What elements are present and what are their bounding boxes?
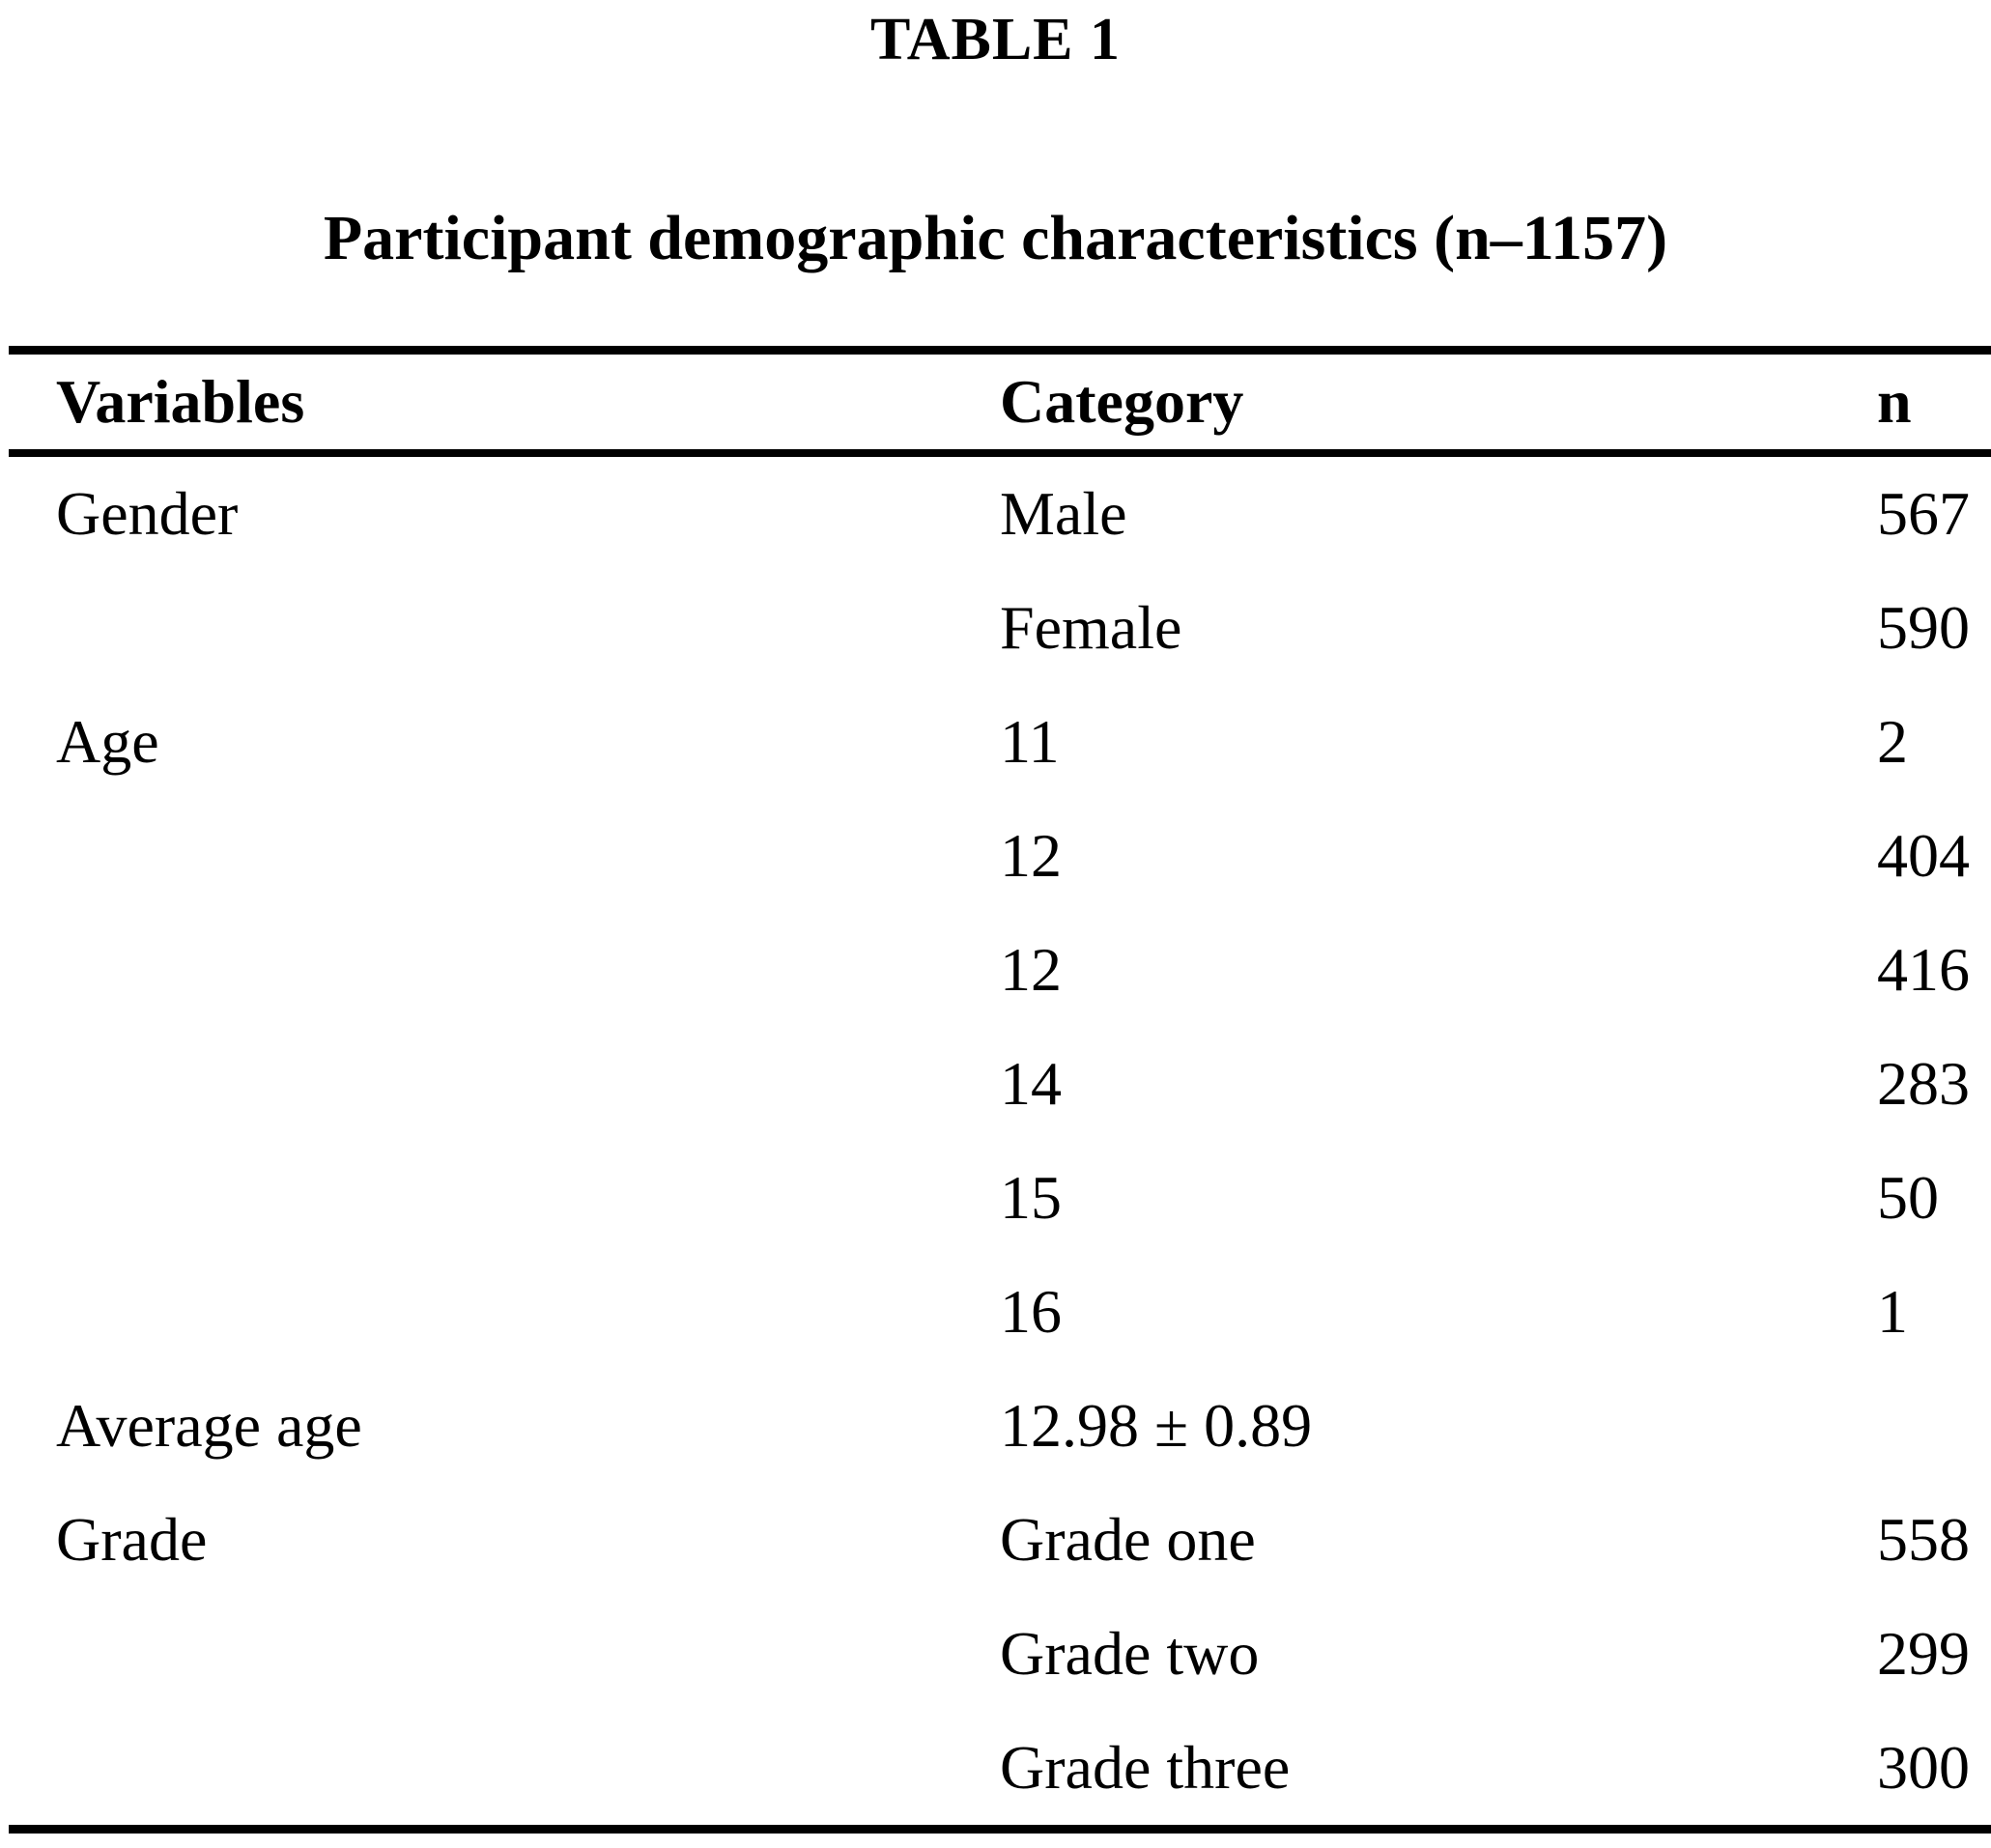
table-row: 15 50 (9, 1141, 1991, 1255)
cell-category: 12 (1000, 935, 1062, 1004)
table-row: 16 1 (9, 1255, 1991, 1369)
cell-category: 12 (1000, 821, 1062, 890)
table-row: 12 416 (9, 913, 1991, 1027)
cell-variable: Grade (56, 1505, 208, 1574)
cell-variable (9, 1027, 1000, 1141)
cell-n: 558 (1877, 1505, 1970, 1574)
cell-n: 299 (1877, 1619, 1970, 1688)
table-row: Age 11 2 (9, 685, 1991, 799)
cell-variable: Age (56, 707, 159, 776)
cell-category: 16 (1000, 1277, 1062, 1346)
cell-variable (9, 1711, 1000, 1830)
cell-n: 404 (1877, 821, 1970, 890)
cell-variable: Gender (56, 479, 239, 548)
cell-n (1877, 1369, 1991, 1483)
cell-n: 416 (1877, 935, 1970, 1004)
cell-category: 11 (1000, 707, 1060, 776)
cell-variable (9, 799, 1000, 913)
cell-category: Grade one (1000, 1505, 1256, 1574)
cell-category: 12.98 ± 0.89 (1000, 1391, 1313, 1460)
cell-variable (9, 571, 1000, 685)
table-number-title: TABLE 1 (869, 7, 1122, 72)
cell-category: Grade three (1000, 1733, 1291, 1802)
cell-variable (9, 1141, 1000, 1255)
cell-variable (9, 913, 1000, 1027)
cell-n: 590 (1877, 593, 1970, 662)
cell-n: 2 (1877, 707, 1908, 776)
cell-n: 1 (1877, 1277, 1908, 1346)
cell-variable (9, 1255, 1000, 1369)
cell-category: Female (1000, 593, 1182, 662)
cell-n: 300 (1877, 1733, 1970, 1802)
cell-category: 14 (1000, 1049, 1062, 1118)
col-header-n: n (1877, 367, 1912, 436)
cell-variable (9, 1597, 1000, 1711)
table-row: 14 283 (9, 1027, 1991, 1141)
cell-n: 567 (1877, 479, 1970, 548)
table-row: Average age 12.98 ± 0.89 (9, 1369, 1991, 1483)
table-row: Grade three 300 (9, 1711, 1991, 1830)
col-header-category: Category (1000, 367, 1244, 436)
table-caption: Participant demographic characteristics … (323, 203, 1668, 273)
demographics-table: Variables Category n Gender Male 567 Fem… (9, 346, 1991, 1834)
table-row: Gender Male 567 (9, 453, 1991, 571)
cell-n: 283 (1877, 1049, 1970, 1118)
col-header-variables: Variables (56, 367, 305, 436)
cell-category: 15 (1000, 1163, 1062, 1232)
cell-variable: Average age (56, 1391, 362, 1460)
table-row: Female 590 (9, 571, 1991, 685)
table-row: Grade Grade one 558 (9, 1483, 1991, 1597)
cell-n: 50 (1877, 1163, 1939, 1232)
table-row: Grade two 299 (9, 1597, 1991, 1711)
header-row: Variables Category n (9, 351, 1991, 453)
cell-category: Grade two (1000, 1619, 1260, 1688)
cell-category: Male (1000, 479, 1127, 548)
table-row: 12 404 (9, 799, 1991, 913)
